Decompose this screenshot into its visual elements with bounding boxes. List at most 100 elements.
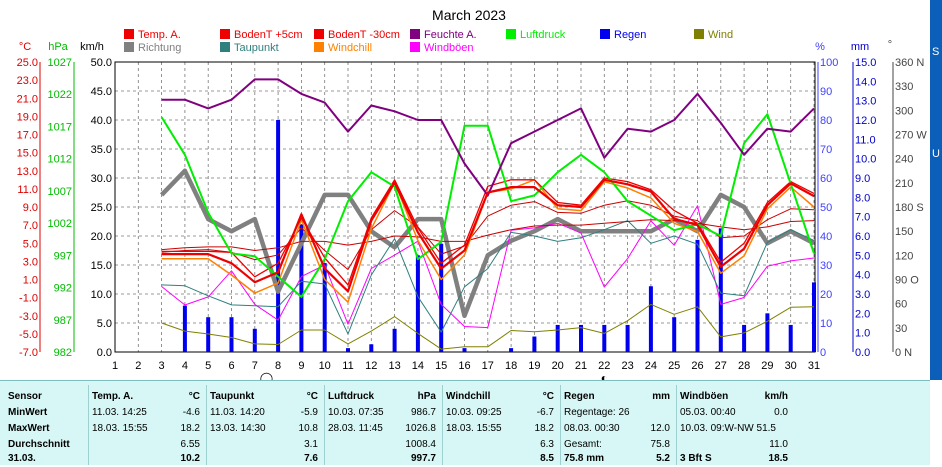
pressure-tick-label: 982 — [54, 347, 72, 359]
rain-bar — [276, 120, 281, 352]
rain-tick-label: 3.0 — [855, 289, 870, 301]
column-header: Windböen — [680, 391, 729, 402]
wind-tick-label: 35.0 — [91, 144, 112, 156]
edge-mark: U — [932, 148, 940, 160]
row-label: Durchschnitt — [8, 439, 70, 450]
x-tick-label: 31 — [808, 360, 820, 372]
stats-row: 7.6 — [210, 453, 320, 467]
stats-row: 6.55 — [92, 439, 202, 453]
pressure-tick-label: 1012 — [48, 154, 72, 166]
stats-cell-value: 7.6 — [304, 453, 318, 464]
rain-bar — [788, 324, 793, 352]
stats-cell-label: 11.03. 14:25 — [92, 407, 147, 418]
stats-cell-value: 18.2 — [180, 423, 200, 434]
legend-swatch — [506, 29, 516, 39]
stats-cell-label: 10.03. 09:25 — [446, 407, 502, 418]
x-tick-label: 3 — [159, 360, 165, 372]
wind-line — [161, 303, 815, 350]
row-label: MinWert — [8, 407, 48, 418]
direction-tick-label: 300 — [895, 105, 913, 117]
column-unit: hPa — [417, 391, 436, 402]
pressure-line — [160, 113, 815, 298]
axis-unit-direction: ° — [888, 39, 892, 51]
temp-tick-label: 19.0 — [17, 111, 38, 123]
direction-tick-label: 240 — [895, 154, 913, 166]
humidity-tick-label: 40 — [820, 231, 832, 243]
window-edge: S U — [930, 0, 942, 380]
x-tick-label: 25 — [668, 360, 680, 372]
humidity-tick-label: 20 — [820, 289, 832, 301]
pressure-tick-label: 1002 — [48, 218, 72, 230]
rain-bar — [718, 228, 723, 352]
edge-mark: S — [932, 46, 940, 58]
x-tick-label: 17 — [482, 360, 494, 372]
temp-tick-label: 3.0 — [23, 256, 38, 268]
x-tick-label: 20 — [552, 360, 564, 372]
humidity-tick-label: 30 — [820, 260, 832, 272]
stats-cell-value: -4.6 — [182, 407, 200, 418]
column-header: Temp. A. — [92, 391, 134, 402]
column-header: Taupunkt — [210, 391, 255, 402]
rain-tick-label: 0.0 — [855, 347, 870, 359]
x-tick-label: 5 — [205, 360, 211, 372]
stats-cell-label: 18.03. 15:55 — [92, 423, 148, 434]
humidity-tick-label: 100 — [820, 57, 838, 69]
stats-row: 8.5 — [446, 453, 556, 467]
stats-cell-label: Regentage: 26 — [564, 407, 630, 418]
stats-row: 6.3 — [446, 439, 556, 453]
temp-tick-label: -1.0 — [19, 293, 38, 305]
stats-row: 18.03. 15:55 18.2 — [92, 423, 202, 437]
wind-tick-label: 15.0 — [91, 260, 112, 272]
column-separator — [560, 385, 561, 465]
rain-bar — [369, 344, 374, 352]
legend-label: BodenT -30cm — [328, 29, 400, 41]
stats-cell-value: 10.8 — [298, 423, 318, 434]
rain-bar — [555, 324, 560, 352]
legend-label: Temp. A. — [138, 29, 181, 41]
x-tick-label: 4 — [182, 360, 188, 372]
stats-cell-value: 18.5 — [768, 453, 788, 464]
rain-bar — [252, 328, 257, 352]
temp-tick-label: 25.0 — [17, 57, 38, 69]
stats-row: 10.03. 09:W-NW 51.5 — [680, 423, 790, 437]
x-tick-label: 26 — [691, 360, 703, 372]
direction-tick-label: 60 — [895, 299, 907, 311]
x-tick-label: 10 — [319, 360, 331, 372]
stats-table: Sensor MinWert MaxWert Durchschnitt 31.0… — [0, 380, 930, 465]
dewpoint-line — [161, 220, 815, 335]
stats-cell-value: -5.9 — [300, 407, 318, 418]
rain-tick-label: 4.0 — [855, 270, 870, 282]
x-tick-label: 8 — [275, 360, 281, 372]
temp-tick-label: 23.0 — [17, 75, 38, 87]
temp-tick-label: 7.0 — [23, 220, 38, 232]
temp-max-line — [161, 177, 815, 286]
axis-unit-humidity: % — [815, 41, 825, 53]
humidity-tick-label: 80 — [820, 115, 832, 127]
row-label: Sensor — [8, 391, 42, 402]
rain-bar — [462, 348, 467, 352]
direction-tick-label: 270 W — [895, 130, 927, 142]
stats-row: 08.03. 00:30 12.0 — [564, 423, 672, 437]
x-tick-label: 18 — [505, 360, 517, 372]
stats-column: Taupunkt °C 11.03. 14:20 -5.9 13.03. 14:30 10… — [206, 381, 324, 465]
humidity-tick-label: 50 — [820, 202, 832, 214]
rain-bar — [439, 243, 444, 352]
humidity-tick-label: 0 — [820, 347, 826, 359]
legend-label: Taupunkt — [234, 42, 279, 54]
column-separator — [324, 385, 325, 465]
soil-plus5-line — [161, 200, 815, 270]
rain-bar — [299, 224, 304, 352]
direction-tick-label: 150 — [895, 226, 913, 238]
column-unit: °C — [188, 391, 200, 402]
stats-cell-value: 12.0 — [650, 423, 670, 434]
column-separator — [88, 385, 89, 465]
rain-tick-label: 1.0 — [855, 328, 870, 340]
rain-tick-label: 15.0 — [855, 57, 876, 69]
temp-tick-label: -3.0 — [19, 311, 38, 323]
legend: Temp. A. BodenT +5cm BodenT -30cm Feuchte A… — [124, 29, 733, 54]
row-label: 31.03. — [8, 453, 36, 464]
rain-bar — [182, 305, 187, 352]
temp-tick-label: 13.0 — [17, 166, 38, 178]
rain-bar — [812, 282, 816, 352]
column-separator — [442, 385, 443, 465]
